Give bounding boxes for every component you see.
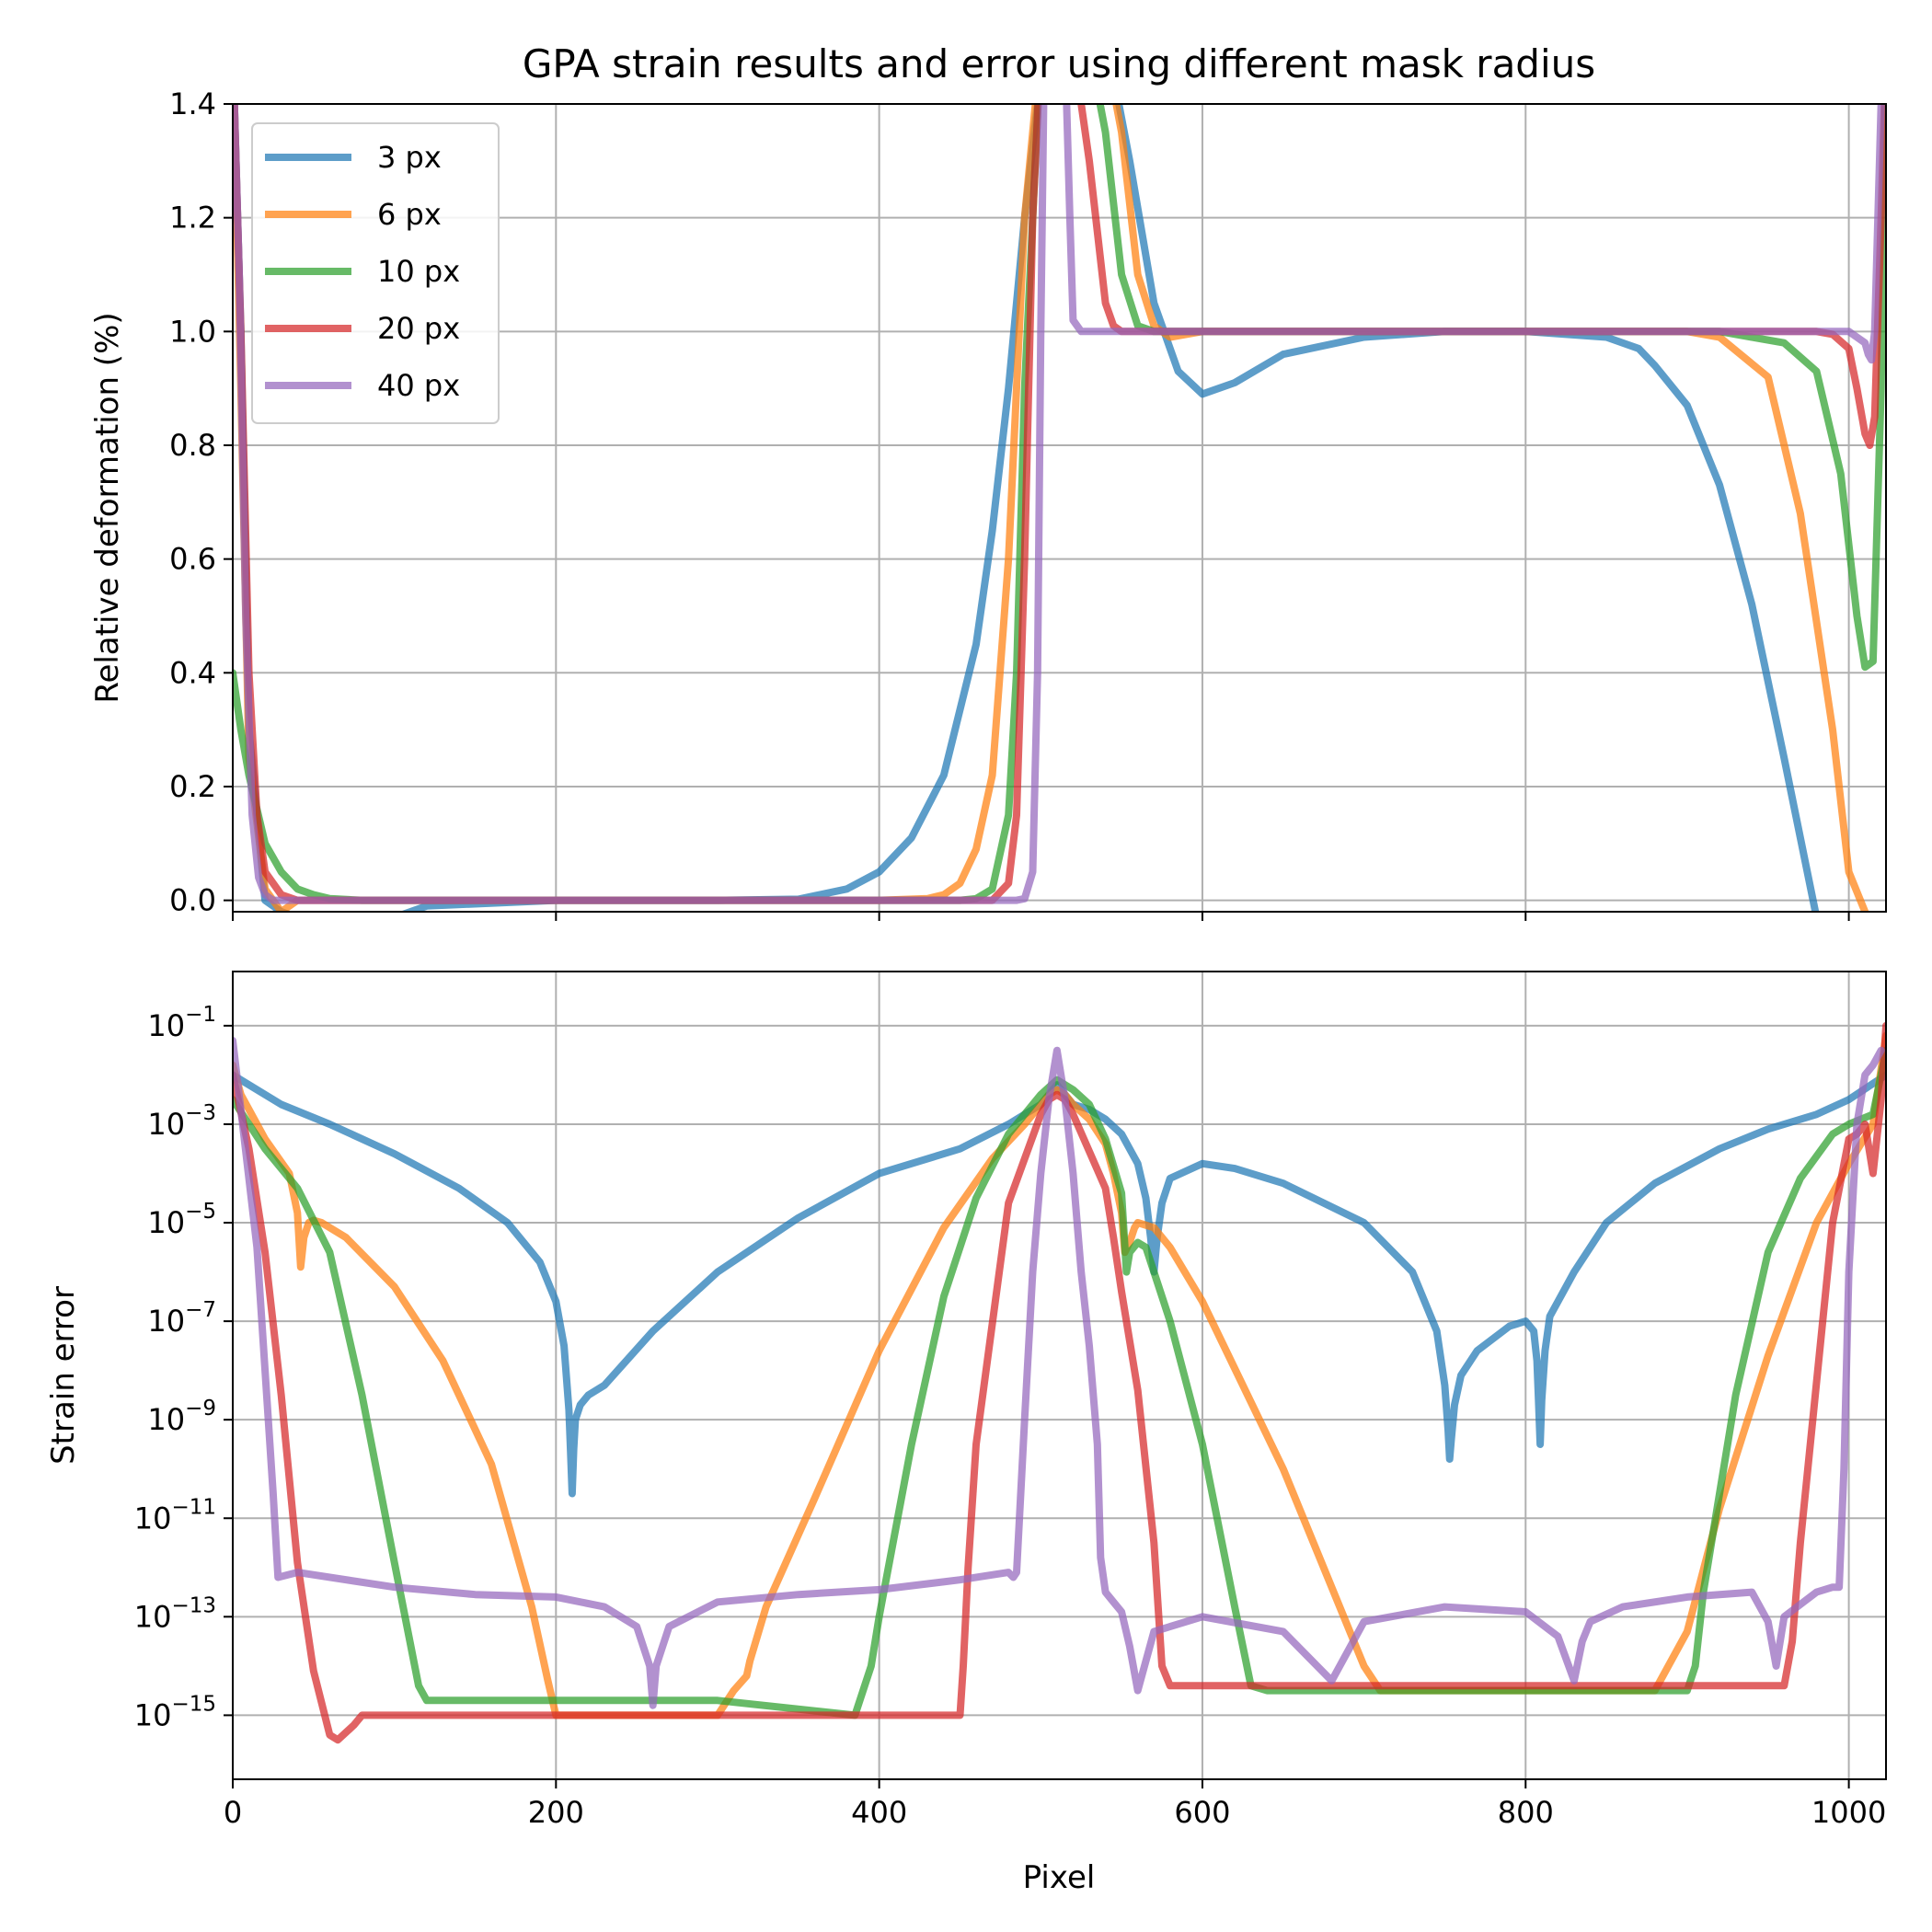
deformation-y-tick-label: 0.4 bbox=[169, 655, 216, 690]
error-series-3px bbox=[233, 1071, 1886, 1498]
legend-label-20px: 20 px bbox=[377, 311, 460, 346]
error-y-tick-label: 10−1 bbox=[147, 1003, 216, 1043]
deformation-y-tick-label: 0.2 bbox=[169, 769, 216, 804]
deformation-y-tick-label: 0.0 bbox=[169, 883, 216, 918]
error-y-tick-label: 10−5 bbox=[147, 1200, 216, 1240]
deformation-x-ticks bbox=[232, 912, 1850, 921]
error-y-tick-label: 10−15 bbox=[134, 1692, 216, 1732]
legend-label-6px: 6 px bbox=[377, 197, 442, 232]
legend-label-3px: 3 px bbox=[377, 140, 442, 175]
x-tick-label: 400 bbox=[851, 1795, 907, 1830]
deformation-y-label: Relative deformation (%) bbox=[89, 312, 126, 703]
deformation-axes-frame bbox=[232, 103, 1887, 913]
error-panel: 0 200 400 600 800 1000 10−1510−1310−1110−910−… bbox=[45, 971, 1887, 1896]
error-x-label: Pixel bbox=[1023, 1859, 1096, 1896]
error-y-tick-label: 10−3 bbox=[147, 1101, 216, 1142]
x-tick-label: 0 bbox=[224, 1795, 242, 1830]
error-y-label: Strain error bbox=[45, 1286, 82, 1465]
error-y-ticks: 10−15 10−13 10−11 10−9 10−7 10−5 10−3 10−1 bbox=[134, 1003, 233, 1732]
deformation-y-tick-label: 0.6 bbox=[169, 542, 216, 577]
deformation-y-ticks: 0.0 0.2 0.4 0.6 0.8 1.0 1.2 1.4 bbox=[169, 86, 233, 918]
deformation-y-tick-label: 1.0 bbox=[169, 314, 216, 349]
x-tick-label: 600 bbox=[1174, 1795, 1230, 1830]
x-tick-label: 800 bbox=[1498, 1795, 1554, 1830]
x-tick-label: 200 bbox=[528, 1795, 584, 1830]
deformation-series-20px bbox=[233, 104, 1886, 904]
error-axes-frame bbox=[232, 971, 1887, 1780]
deformation-y-tick-label: 1.2 bbox=[169, 201, 216, 236]
deformation-series-10px bbox=[233, 104, 1886, 904]
deformation-y-tick-label: 1.4 bbox=[169, 86, 216, 121]
error-y-tick-label: 10−13 bbox=[134, 1593, 216, 1634]
legend: 3 px 6 px 10 px 20 px 40 px bbox=[251, 122, 500, 424]
chart-title: GPA strain results and error using diffe… bbox=[523, 41, 1595, 86]
legend-label-10px: 10 px bbox=[377, 254, 460, 289]
deformation-lines bbox=[233, 104, 1886, 912]
legend-box bbox=[251, 122, 500, 424]
error-y-tick-label: 10−11 bbox=[134, 1495, 216, 1535]
x-tick-label: 1000 bbox=[1811, 1795, 1886, 1830]
error-series-10px bbox=[233, 1046, 1886, 1719]
error-x-ticks: 0 200 400 600 800 1000 bbox=[224, 1779, 1886, 1830]
deformation-series-3px bbox=[233, 104, 1820, 912]
deformation-panel: 0.0 0.2 0.4 0.6 0.8 1.0 1.2 1.4 Relative deform… bbox=[89, 86, 1887, 921]
error-y-tick-label: 10−9 bbox=[147, 1397, 216, 1437]
error-series-40px bbox=[233, 1037, 1885, 1709]
error-lines bbox=[233, 1021, 1886, 1744]
deformation-series-40px bbox=[233, 104, 1885, 904]
legend-label-40px: 40 px bbox=[377, 368, 460, 403]
error-y-tick-label: 10−7 bbox=[147, 1298, 216, 1339]
deformation-y-tick-label: 0.8 bbox=[169, 428, 216, 463]
